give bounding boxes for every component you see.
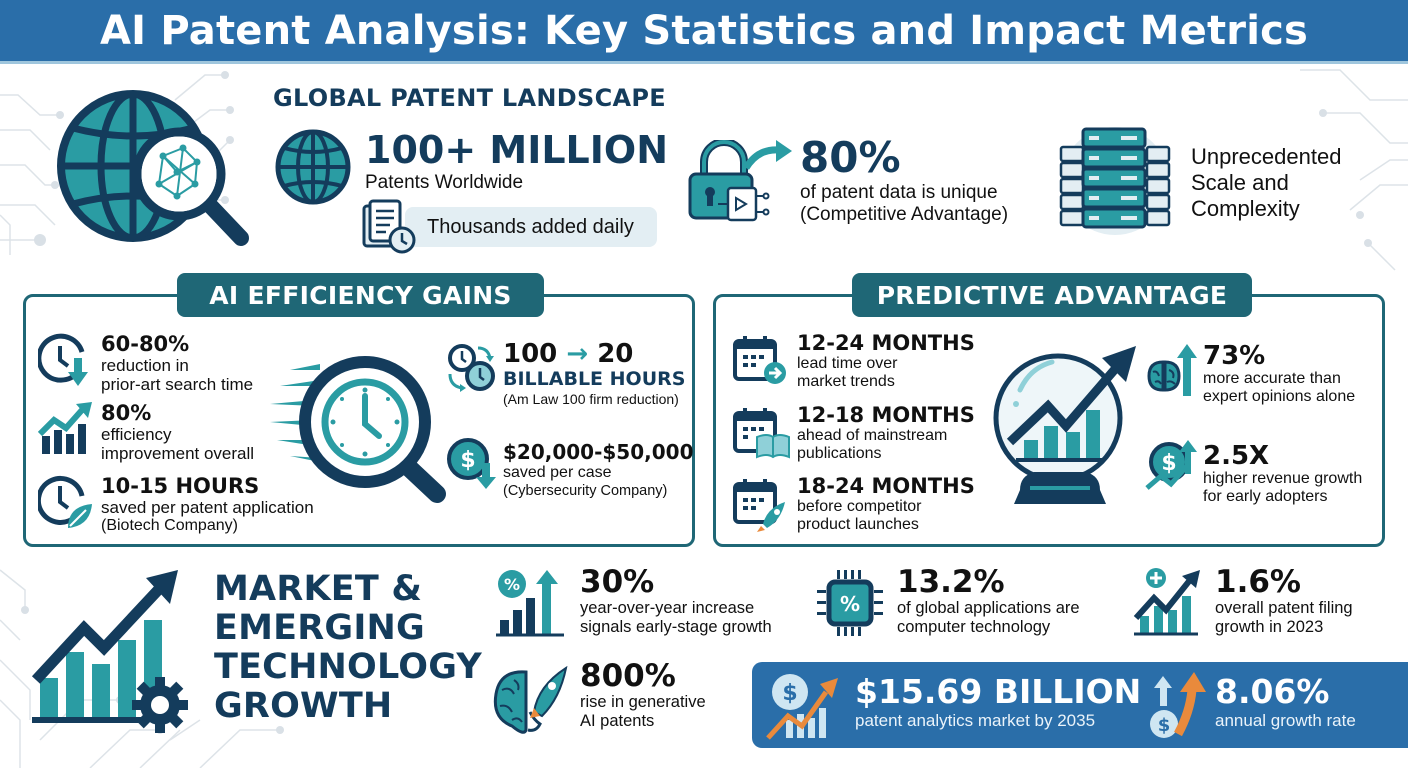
- dollar-growth-arrow-icon: $: [1145, 440, 1201, 494]
- crystal-ball-chart-icon: [990, 340, 1142, 515]
- svg-text:$: $: [1161, 451, 1176, 476]
- bar-chart-gear-icon: [30, 570, 195, 735]
- globe-icon: [274, 128, 352, 206]
- thousands-added-daily-pill: Thousands added daily: [405, 207, 657, 247]
- market-section-title: MARKET & EMERGING TECHNOLOGY GROWTH: [214, 569, 482, 726]
- percent-bars-arrow-icon: %: [496, 568, 568, 638]
- predictive-item-market-trends: 12-24 MONTHS lead time over market trend…: [797, 331, 975, 391]
- server-stack-icon: [1055, 125, 1175, 237]
- page-title: AI Patent Analysis: Key Statistics and I…: [99, 7, 1309, 54]
- globe-magnifier-network-icon: [55, 86, 255, 251]
- scale-complexity-label: Unprecedented Scale and Complexity: [1191, 144, 1342, 221]
- market-item-yoy-increase: 30% year-over-year increase signals earl…: [580, 564, 772, 637]
- brain-rocket-icon: [490, 660, 570, 740]
- dollar-down-arrow-icon: $: [446, 437, 500, 491]
- efficiency-section-title: AI EFFICIENCY GAINS: [177, 273, 544, 317]
- brain-up-arrow-icon: [1145, 342, 1197, 400]
- market-item-generative-ai: 800% rise in generative AI patents: [580, 658, 706, 731]
- svg-text:$: $: [1158, 715, 1171, 736]
- efficiency-item-search-time: 60-80% reduction in prior-art search tim…: [101, 332, 254, 395]
- dollar-up-arrows-icon: $: [1150, 672, 1210, 742]
- predictive-item-competitor: 18-24 MONTHS before competitor product l…: [797, 474, 975, 534]
- predictive-item-publications: 12-18 MONTHS ahead of mainstream publica…: [797, 403, 975, 463]
- growth-rate-stat: 8.06% annual growth rate: [1215, 672, 1356, 731]
- efficiency-item-billable-hours: 100 → 20 BILLABLE HOURS (Am Law 100 firm…: [503, 339, 686, 407]
- arrow-right-icon: →: [566, 339, 589, 369]
- svg-text:$: $: [782, 681, 797, 706]
- patents-worldwide-value: 100+ MILLION: [365, 128, 669, 172]
- unique-data-value: 80%: [800, 133, 901, 182]
- market-item-computer-tech: 13.2% of global applications are compute…: [897, 564, 1080, 637]
- title-bar: AI Patent Analysis: Key Statistics and I…: [0, 0, 1408, 64]
- thousands-added-daily-label: Thousands added daily: [427, 215, 634, 238]
- efficiency-item-overall: 80% efficiency improvement overall: [101, 401, 255, 464]
- calendar-rocket-icon: [733, 478, 789, 532]
- efficiency-item-cost-saved: $20,000-$50,000 saved per case (Cybersec…: [503, 440, 694, 500]
- lock-circuit-arrow-icon: [688, 140, 798, 222]
- market-size-value: $15.69 BILLION: [855, 672, 1142, 711]
- chip-percent-icon: %: [815, 568, 885, 638]
- chart-plus-arrow-icon: [1132, 566, 1204, 638]
- clock-leaf-icon: [38, 474, 94, 530]
- predictive-item-revenue-growth: 2.5X higher revenue growth for early ado…: [1203, 441, 1363, 505]
- svg-text:$: $: [460, 448, 475, 473]
- bar-chart-up-arrow-icon: [38, 400, 94, 456]
- growth-rate-label: annual growth rate: [1215, 711, 1356, 730]
- clock-down-arrow-icon: [38, 332, 94, 388]
- clocks-cycle-icon: [446, 342, 496, 392]
- calendar-arrow-icon: [733, 335, 789, 385]
- market-size-label: patent analytics market by 2035: [855, 711, 1096, 730]
- global-landscape-title: GLOBAL PATENT LANDSCAPE: [273, 84, 666, 112]
- predictive-item-accuracy: 73% more accurate than expert opinions a…: [1203, 341, 1356, 405]
- svg-text:%: %: [504, 575, 520, 594]
- predictive-section-title: PREDICTIVE ADVANTAGE: [852, 273, 1252, 317]
- unique-data-label: of patent data is unique (Competitive Ad…: [800, 182, 1009, 225]
- dollar-chart-arrow-icon: $: [766, 670, 842, 742]
- market-item-filing-growth: 1.6% overall patent filing growth in 202…: [1215, 564, 1353, 637]
- growth-rate-value: 8.06%: [1215, 672, 1330, 711]
- market-size-banner: [752, 662, 1408, 748]
- market-size-stat: $15.69 BILLION patent analytics market b…: [855, 672, 1141, 731]
- documents-clock-icon: [360, 198, 418, 256]
- svg-text:%: %: [840, 592, 860, 616]
- calendar-book-icon: [733, 407, 791, 459]
- magnifier-clock-icon: [255, 352, 450, 512]
- patents-worldwide-label: Patents Worldwide: [365, 172, 524, 193]
- efficiency-item-biotech: 10-15 HOURS saved per patent application…: [101, 474, 314, 535]
